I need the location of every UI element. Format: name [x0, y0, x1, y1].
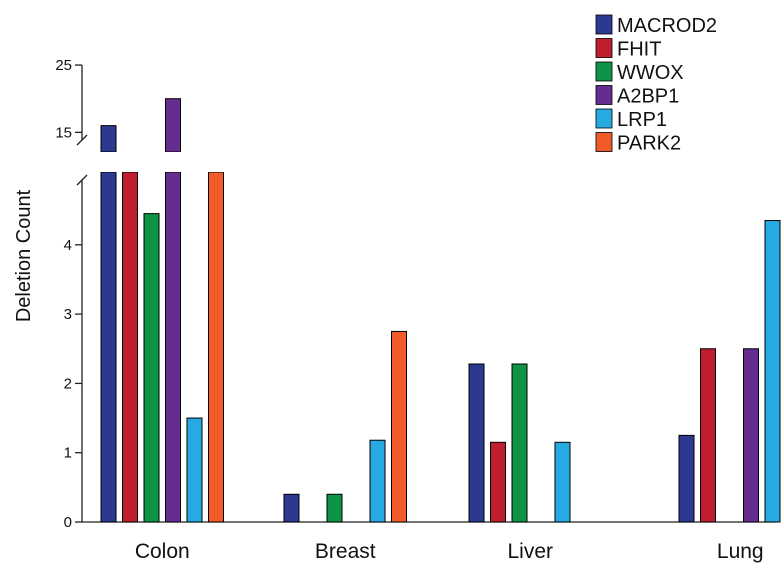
- legend-swatch: [595, 85, 613, 105]
- bar-a2bp1-upper: [165, 98, 181, 153]
- bar-lrp1: [554, 441, 571, 523]
- bar-lrp1: [764, 220, 781, 523]
- bar-break-gap: [164, 152, 182, 172]
- legend-swatch: [595, 132, 613, 152]
- y-tick-label: 0: [64, 514, 72, 531]
- x-category-label: Liver: [507, 540, 553, 563]
- bar-fhit: [490, 441, 506, 523]
- y-tick-label: 4: [64, 237, 72, 254]
- bar-wwox: [511, 363, 528, 523]
- legend-swatch: [595, 108, 613, 129]
- bar-break-gap: [121, 152, 139, 172]
- legend-label: A2BP1: [617, 86, 679, 108]
- y-tick-label: 1: [64, 445, 72, 462]
- legend-label: LRP1: [617, 109, 667, 131]
- x-axis-labels: Colon Breast Liver Lung: [135, 540, 764, 563]
- y-tick-label: 15: [55, 124, 72, 141]
- legend-swatch: [595, 61, 613, 82]
- bar-lrp1: [186, 417, 203, 523]
- axis-break-mark: [76, 174, 88, 186]
- x-category-label: Breast: [315, 540, 376, 563]
- legend-label: PARK2: [617, 133, 681, 155]
- legend-swatch: [595, 14, 613, 35]
- bar-a2bp1: [743, 348, 759, 523]
- bar-wwox: [326, 493, 343, 523]
- axis-break-mark: [76, 134, 88, 146]
- bar-macrod2: [100, 171, 117, 523]
- chart-bars: [100, 98, 781, 523]
- bar-lrp1: [369, 439, 386, 523]
- legend-label: MACROD2: [617, 15, 717, 37]
- bar-park2: [391, 330, 407, 523]
- bar-macrod2-upper: [100, 125, 117, 153]
- bar-fhit: [700, 348, 716, 523]
- bar-break-gap: [207, 152, 225, 172]
- legend-label: WWOX: [617, 62, 684, 84]
- bar-macrod2: [283, 493, 300, 523]
- bar-macrod2: [468, 363, 485, 523]
- y-tick-label: 25: [55, 57, 72, 74]
- bar-macrod2: [678, 434, 695, 523]
- bar-fhit: [122, 171, 138, 523]
- x-category-label: Colon: [135, 540, 190, 563]
- legend-label: FHIT: [617, 39, 661, 61]
- legend-swatch: [595, 38, 613, 58]
- y-tick-label: 3: [64, 306, 72, 323]
- bar-wwox: [143, 213, 160, 523]
- bar-a2bp1: [165, 171, 181, 523]
- y-tick-label: 2: [64, 375, 72, 392]
- bar-break-gap: [100, 152, 117, 172]
- bar-park2: [208, 171, 224, 523]
- x-category-label: Lung: [717, 540, 764, 563]
- y-axis-title: Deletion Count: [13, 189, 35, 322]
- chart-axes: 0 1 2 3 4 15 25: [55, 57, 775, 531]
